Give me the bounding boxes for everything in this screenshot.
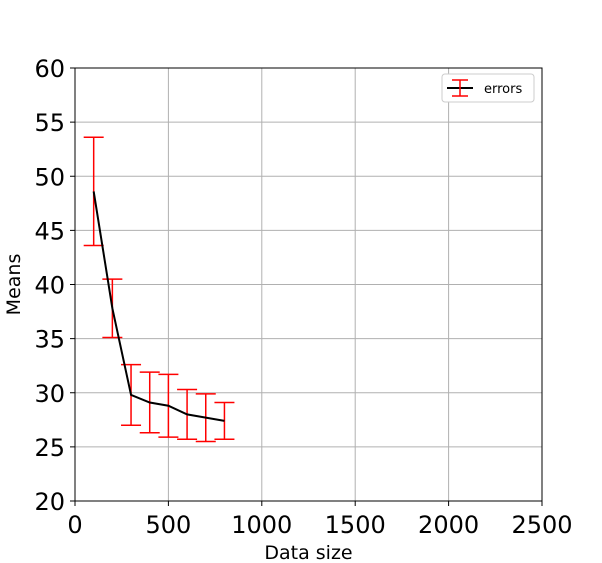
y-tick-label: 45 bbox=[34, 217, 65, 245]
y-tick-label: 25 bbox=[34, 434, 65, 462]
series-layer bbox=[83, 136, 235, 443]
x-tick-label: 1000 bbox=[231, 511, 292, 539]
x-tick-label: 500 bbox=[145, 511, 191, 539]
y-tick-label: 20 bbox=[34, 488, 65, 516]
legend-box bbox=[441, 73, 535, 103]
x-tick-label: 2000 bbox=[418, 511, 479, 539]
x-tick-label: 0 bbox=[67, 511, 82, 539]
y-tick-label: 60 bbox=[34, 55, 65, 83]
y-tick-label: 40 bbox=[34, 272, 65, 300]
y-axis-label: Means bbox=[3, 254, 25, 316]
legend-label: errors bbox=[484, 82, 522, 97]
x-axis-label: Data size bbox=[264, 542, 352, 563]
y-tick-label: 55 bbox=[34, 109, 65, 137]
legend: errors bbox=[441, 73, 535, 103]
x-tick-label: 1500 bbox=[325, 511, 386, 539]
ticks: 0 500 1000 1500 2000 2500 20 25 30 35 40 45 50 55 60 bbox=[34, 55, 572, 539]
y-tick-label: 50 bbox=[34, 163, 65, 191]
x-tick-label: 2500 bbox=[511, 511, 572, 539]
legend-errorbar-icon bbox=[447, 79, 473, 97]
y-tick-label: 30 bbox=[34, 380, 65, 408]
series-line bbox=[92, 191, 225, 422]
y-tick-label: 35 bbox=[34, 326, 65, 354]
